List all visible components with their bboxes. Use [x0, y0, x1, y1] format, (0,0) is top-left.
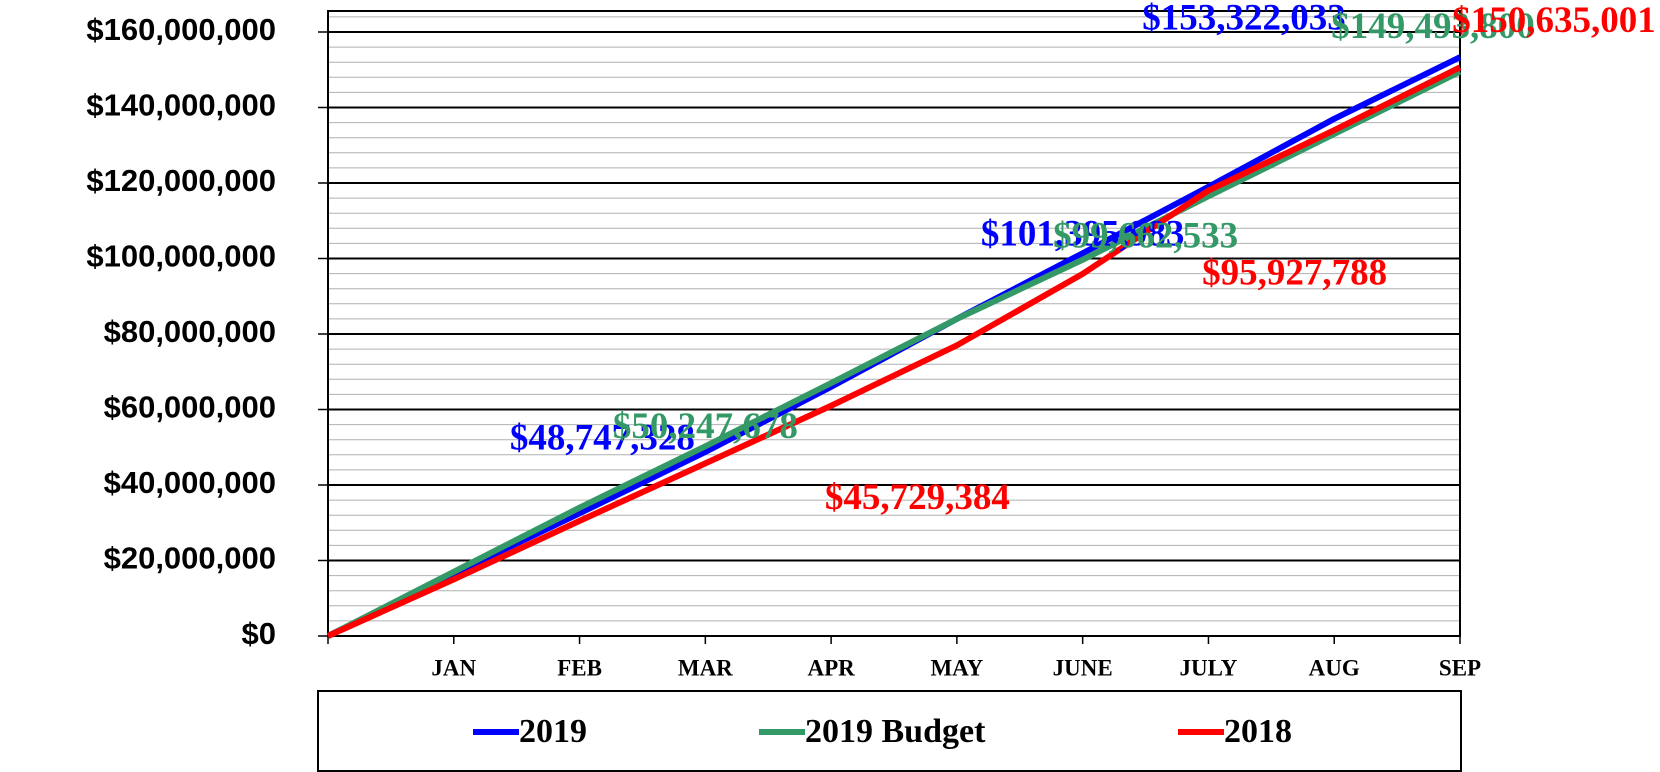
series-line — [326, 64, 1462, 639]
data-label: $149,493,800 — [1331, 6, 1535, 47]
y-tick-label: $100,000,000 — [86, 239, 276, 274]
y-tick-label: $40,000,000 — [104, 465, 276, 500]
x-tick-label: JULY — [1179, 655, 1237, 680]
data-label: $48,747,328 — [510, 417, 695, 458]
data-label: $101,395,983 — [981, 214, 1185, 255]
data-label: $153,322,033 — [1142, 0, 1346, 39]
x-tick-label: MAR — [678, 655, 733, 680]
series-line — [326, 68, 1462, 639]
data-label: $50,247,678 — [613, 406, 798, 447]
x-tick-label: FEB — [557, 655, 602, 680]
x-tick-label: JAN — [431, 655, 476, 680]
y-tick-label: $20,000,000 — [104, 541, 276, 576]
data-label: $99,662,533 — [1053, 215, 1238, 256]
y-tick-label: $0 — [242, 616, 276, 651]
y-tick-label: $60,000,000 — [104, 390, 276, 425]
data-label: $150,635,001 — [1452, 0, 1656, 41]
y-tick-label: $140,000,000 — [86, 88, 276, 123]
x-tick-label: MAY — [930, 655, 983, 680]
y-tick-label: $160,000,000 — [86, 12, 276, 47]
legend-label: 2019 Budget — [805, 713, 986, 750]
legend-label: 2019 — [519, 713, 587, 750]
x-tick-label: AUG — [1309, 655, 1360, 680]
legend: 2019 2019 Budget 2018 — [317, 690, 1462, 772]
y-tick-label: $120,000,000 — [86, 163, 276, 198]
plot-frame — [327, 10, 1461, 637]
x-tick-label: APR — [807, 655, 855, 680]
data-label: $45,729,384 — [825, 477, 1010, 518]
x-tick-label: JUNE — [1053, 655, 1113, 680]
y-tick-label: $80,000,000 — [104, 314, 276, 349]
legend-label: 2018 — [1224, 713, 1292, 750]
data-label: $95,927,788 — [1202, 252, 1387, 293]
x-tick-label: SEP — [1439, 655, 1481, 680]
